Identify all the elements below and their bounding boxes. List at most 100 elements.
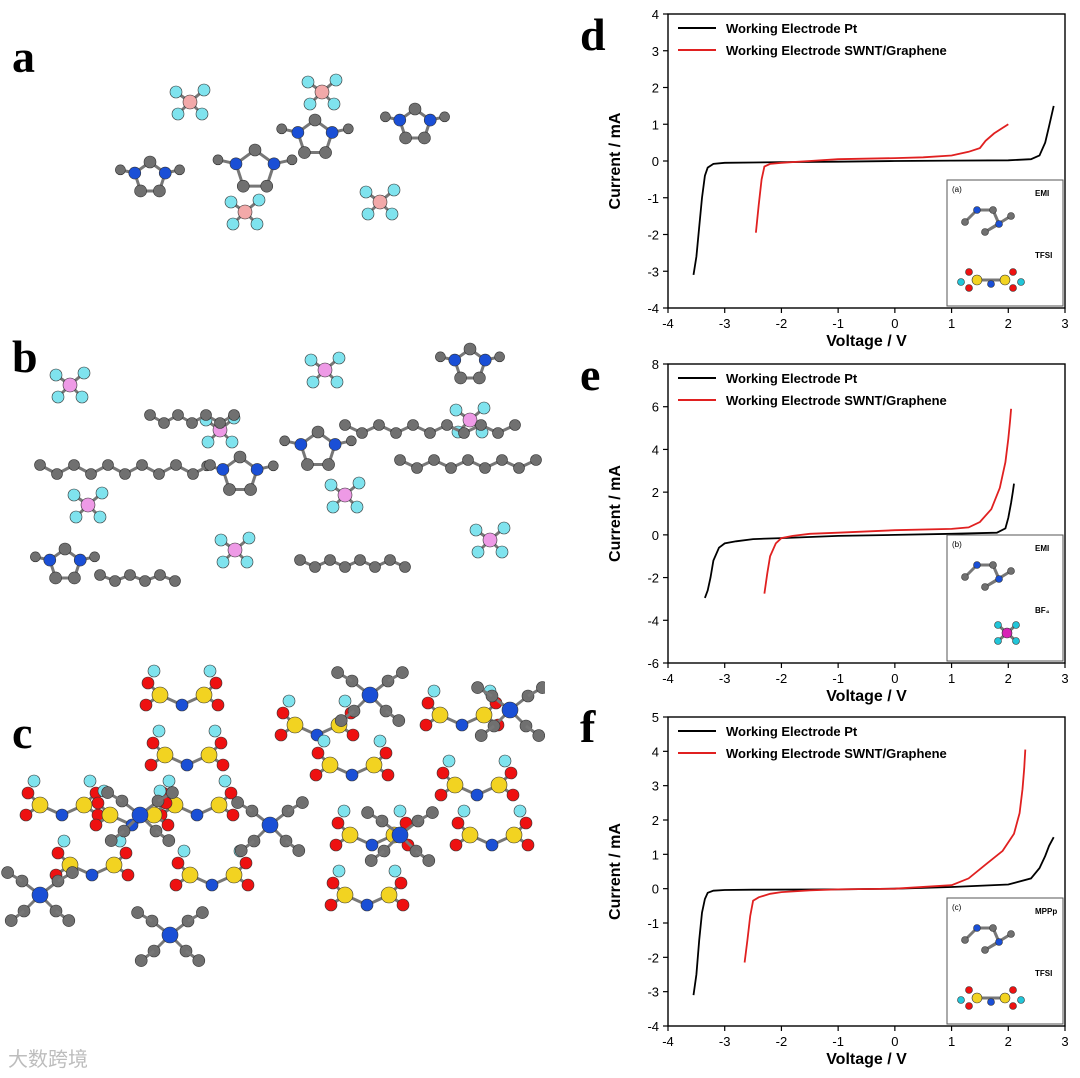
- atom: [343, 123, 354, 135]
- atom: [308, 113, 322, 127]
- atom: [314, 84, 330, 100]
- atom: [181, 866, 199, 884]
- atom: [195, 686, 213, 704]
- inset-label: MPPp: [1035, 907, 1057, 916]
- atom: [119, 846, 133, 860]
- atom: [309, 561, 321, 573]
- atom: [119, 468, 131, 480]
- x-tick-label: 2: [1005, 1034, 1012, 1049]
- atom: [80, 497, 96, 513]
- inset-label: (c): [952, 903, 962, 912]
- inset-label: TFSI: [1035, 969, 1052, 978]
- atom: [427, 684, 441, 698]
- atom: [326, 500, 340, 514]
- atom: [298, 146, 311, 159]
- atom: [192, 954, 206, 967]
- atom: [77, 366, 91, 380]
- atom: [995, 220, 1003, 228]
- atom: [961, 936, 969, 944]
- atom: [337, 487, 353, 503]
- x-tick-label: -4: [662, 316, 674, 331]
- x-tick-label: -2: [776, 1034, 788, 1049]
- y-tick-label: 3: [652, 44, 659, 59]
- inset-box: [946, 534, 1064, 662]
- x-tick-label: -4: [662, 1034, 674, 1049]
- atom: [479, 462, 491, 474]
- atom: [171, 107, 185, 121]
- atom: [153, 468, 165, 480]
- atom: [124, 569, 136, 581]
- atom: [311, 746, 325, 760]
- atom: [407, 419, 419, 431]
- atom: [101, 806, 119, 824]
- atom: [1007, 212, 1015, 220]
- inset-label: EMI: [1035, 544, 1049, 553]
- atom: [473, 371, 486, 385]
- atom: [324, 478, 338, 492]
- atom: [200, 409, 212, 421]
- atom: [513, 804, 527, 818]
- atom: [203, 664, 217, 678]
- atom: [218, 774, 232, 788]
- atom: [211, 698, 225, 712]
- atom: [248, 143, 262, 157]
- panel-label-d: d: [580, 9, 606, 60]
- atom: [373, 734, 387, 748]
- atom: [212, 154, 224, 166]
- atom: [236, 179, 250, 193]
- atom: [304, 353, 318, 367]
- atom: [506, 788, 520, 802]
- atom: [301, 75, 315, 89]
- atom: [274, 728, 288, 742]
- molecule-structure-b: [30, 342, 542, 587]
- y-tick-label: -4: [647, 613, 659, 628]
- atom: [234, 844, 248, 857]
- atom: [229, 157, 243, 171]
- x-tick-label: -1: [832, 316, 844, 331]
- atom: [324, 554, 336, 566]
- atom: [134, 184, 147, 198]
- atom: [321, 756, 339, 774]
- atom: [180, 758, 194, 772]
- atom: [387, 183, 401, 197]
- atom: [422, 854, 436, 867]
- atom: [51, 390, 65, 404]
- atom: [233, 450, 247, 464]
- atom: [393, 804, 407, 818]
- legend-label: Working Electrode SWNT/Graphene: [726, 43, 947, 58]
- inset-label: (b): [952, 540, 962, 549]
- atom: [965, 268, 973, 276]
- atom: [43, 553, 57, 567]
- atom: [339, 561, 351, 573]
- atom: [197, 83, 211, 97]
- atom: [95, 486, 109, 500]
- plot-frame: [667, 363, 1066, 664]
- atom: [166, 786, 179, 799]
- atom: [384, 554, 396, 566]
- x-tick-label: 3: [1061, 1034, 1068, 1049]
- atom: [396, 666, 409, 679]
- atom: [109, 575, 121, 587]
- panel-label-f: f: [580, 701, 596, 752]
- y-tick-label: 4: [652, 744, 659, 759]
- atom: [449, 403, 463, 417]
- atom: [989, 924, 997, 932]
- atom: [224, 195, 238, 209]
- atom: [994, 621, 1002, 629]
- atom: [396, 898, 410, 912]
- atom: [214, 736, 228, 750]
- atom: [169, 878, 183, 892]
- atom: [21, 786, 35, 800]
- atom: [216, 463, 230, 476]
- atom: [973, 561, 981, 569]
- atom: [394, 454, 406, 466]
- atom: [469, 523, 483, 537]
- atom: [458, 427, 470, 439]
- atom: [961, 573, 969, 581]
- x-tick-label: -3: [719, 316, 731, 331]
- atom: [177, 844, 191, 858]
- inset-box: [946, 179, 1064, 307]
- y-tick-label: 3: [652, 779, 659, 794]
- y-tick-label: -3: [647, 264, 659, 279]
- atom: [153, 184, 166, 198]
